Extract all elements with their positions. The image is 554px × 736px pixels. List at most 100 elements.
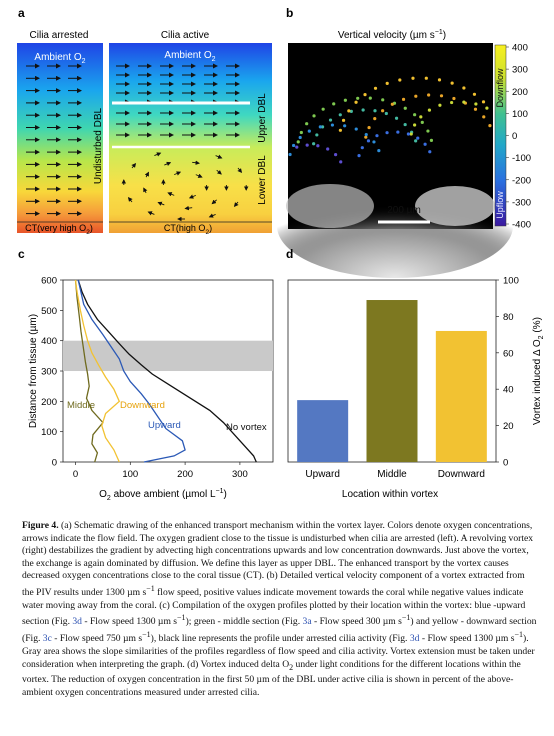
coral-highlight-left <box>286 184 374 228</box>
d-y-tick-label: 100 <box>503 276 519 287</box>
velocity-dot <box>296 140 300 144</box>
velocity-dot <box>328 118 333 122</box>
category-label-downward: Downward <box>438 469 485 480</box>
velocity-dot <box>326 147 330 151</box>
y-tick-label: 100 <box>41 427 57 438</box>
upflow-label: Upflow <box>495 191 505 219</box>
x-tick-label: 0 <box>73 469 78 480</box>
novortex-profile-line <box>77 279 257 463</box>
ambient-o2-left: Ambient O2 <box>34 52 85 65</box>
velocity-dot <box>482 115 486 119</box>
scale-bar-label: 200 µm <box>387 205 421 216</box>
colorbar-tick-label: -200 <box>512 175 531 186</box>
downward-profile-line <box>74 279 121 463</box>
velocity-dot <box>488 124 492 128</box>
fig-ref-3d[interactable]: 3d <box>72 616 82 628</box>
velocity-dot <box>426 129 430 133</box>
middle-label: Middle <box>67 400 95 411</box>
panel-d-letter: d <box>286 247 293 261</box>
plot-d-bars: Upward Middle Downward <box>297 300 487 480</box>
colorbar-ticks: 400 300 200 100 0 -100 -200 -300 -400 <box>506 43 531 231</box>
vortex-arrow <box>208 213 216 218</box>
velocity-dot <box>403 106 407 110</box>
velocity-dot <box>368 96 372 100</box>
plot-d-axis-ticks: 0 20 40 60 80 100 <box>496 276 519 469</box>
bar-downward <box>435 330 487 462</box>
velocity-dot <box>343 124 347 128</box>
velocity-dot <box>332 102 336 106</box>
fig-ref-3c[interactable]: 3c <box>42 633 52 645</box>
fig-ref-3d-second[interactable]: 3d <box>409 633 420 645</box>
velocity-dot <box>473 107 478 111</box>
panel-a-left-title: Cilia arrested <box>30 30 89 41</box>
velocity-dot <box>485 106 489 110</box>
vortex-arrow <box>144 171 149 178</box>
caption-p1: (a) Schematic drawing of the enhanced tr… <box>22 520 534 599</box>
middle-profile-line <box>74 279 104 463</box>
velocity-dot <box>373 109 377 113</box>
velocity-dot <box>396 130 400 134</box>
vortex-arrow <box>154 152 162 157</box>
ct-left-label: CT(very high O2) <box>25 223 93 236</box>
velocity-dot <box>361 108 365 112</box>
panel-c-letter: c <box>18 247 25 261</box>
vortex-arrow <box>157 201 165 206</box>
lower-dbl-label: Lower DBL <box>257 155 268 205</box>
plot-c-xlabel: O2 above ambient (µmol L−1) <box>99 488 227 502</box>
downflow-label: Downflow <box>495 68 505 108</box>
colorbar-tick-label: -300 <box>512 197 531 208</box>
velocity-dot <box>341 118 346 122</box>
velocity-dot <box>320 125 325 129</box>
velocity-dot <box>307 129 311 133</box>
x-tick-label: 200 <box>177 469 193 480</box>
vortex-arrow <box>143 187 148 194</box>
vortex-arrow <box>216 169 222 175</box>
velocity-dot <box>305 122 309 126</box>
panel-a-right-title: Cilia active <box>161 30 210 41</box>
velocity-dot <box>416 136 420 140</box>
velocity-dot <box>381 109 385 113</box>
velocity-dot <box>450 100 454 105</box>
panel-b-letter: b <box>286 6 293 20</box>
velocity-dot <box>384 111 388 116</box>
velocity-dot <box>474 102 478 106</box>
velocity-dot <box>420 120 424 124</box>
velocity-dot <box>349 109 353 114</box>
velocity-dot <box>419 115 423 119</box>
vortex-arrow <box>174 171 182 176</box>
y-tick-label: 400 <box>41 336 57 347</box>
velocity-dot <box>437 78 442 82</box>
colorbar-tick-label: -400 <box>512 220 531 231</box>
velocity-dot <box>481 100 486 104</box>
velocity-dot <box>406 132 410 136</box>
vortex-arrow <box>215 154 223 159</box>
velocity-dot <box>472 92 477 96</box>
velocity-dot <box>414 94 418 98</box>
vortex-arrow <box>195 173 203 178</box>
vortex-arrow <box>147 211 155 216</box>
velocity-dot <box>438 103 442 107</box>
d-y-tick-label: 60 <box>503 348 514 359</box>
colorbar-tick-label: 300 <box>512 65 528 76</box>
velocity-dot <box>321 107 325 111</box>
vortex-arrow <box>237 167 243 174</box>
category-label-upward: Upward <box>305 469 339 480</box>
plot-d-xlabel: Location within vortex <box>342 489 438 500</box>
velocity-dot <box>394 116 399 120</box>
fig-ref-3a[interactable]: 3a <box>302 616 312 628</box>
velocity-dot <box>334 153 338 157</box>
velocity-dot <box>411 76 415 80</box>
vortex-arrow <box>233 201 239 208</box>
velocity-dot <box>414 139 418 143</box>
d-y-tick-label: 80 <box>503 312 514 323</box>
velocity-dot <box>338 113 342 117</box>
velocity-dot <box>316 144 320 148</box>
velocity-dot <box>373 86 378 90</box>
colorbar-tick-label: 400 <box>512 43 528 54</box>
coral-highlight-right <box>415 186 495 226</box>
active-flow-arrows <box>116 63 249 222</box>
x-tick-label: 100 <box>122 469 138 480</box>
arrested-flow-arrows <box>26 63 82 217</box>
bar-upward <box>297 400 349 462</box>
velocity-dot <box>366 139 371 143</box>
